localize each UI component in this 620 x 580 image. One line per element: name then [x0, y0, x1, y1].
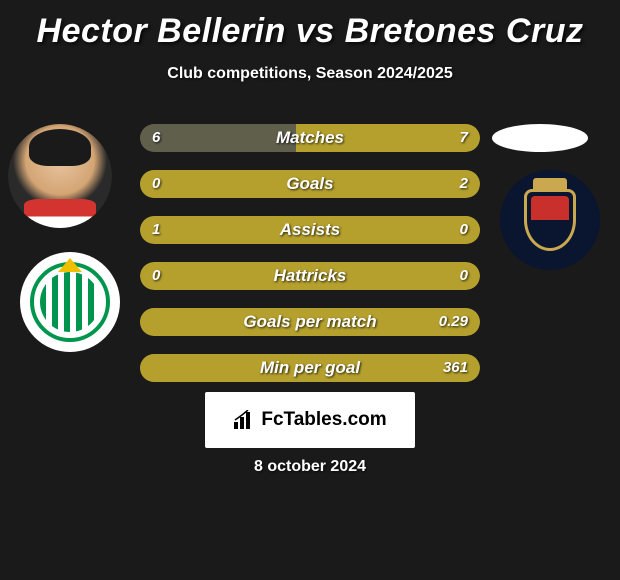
club-left-badge [20, 252, 120, 352]
stat-value-right: 361 [443, 354, 468, 382]
comparison-subtitle: Club competitions, Season 2024/2025 [0, 65, 620, 83]
stat-label: Goals [140, 170, 480, 198]
stat-value-right: 0 [460, 216, 468, 244]
snapshot-date: 8 october 2024 [0, 458, 620, 476]
comparison-title: Hector Bellerin vs Bretones Cruz [0, 0, 620, 51]
stat-value-right: 7 [460, 124, 468, 152]
stat-bar: 1Assists0 [140, 216, 480, 244]
stat-bar: 0Goals2 [140, 170, 480, 198]
player-right-avatar [492, 124, 588, 152]
site-name: FcTables.com [261, 409, 386, 431]
stat-value-right: 0 [460, 262, 468, 290]
stat-bar: Min per goal361 [140, 354, 480, 382]
stat-label: Assists [140, 216, 480, 244]
stat-label: Min per goal [140, 354, 480, 382]
club-right-badge [500, 170, 600, 270]
stat-bar: Goals per match0.29 [140, 308, 480, 336]
stat-value-right: 0.29 [439, 308, 468, 336]
chart-icon [233, 410, 255, 430]
stat-label: Hattricks [140, 262, 480, 290]
site-attribution: FcTables.com [205, 392, 415, 448]
stat-label: Goals per match [140, 308, 480, 336]
stat-bar: 6Matches7 [140, 124, 480, 152]
stat-label: Matches [140, 124, 480, 152]
player-left-avatar [8, 124, 112, 228]
stat-bar: 0Hattricks0 [140, 262, 480, 290]
stat-value-right: 2 [460, 170, 468, 198]
stats-bars: 6Matches70Goals21Assists00Hattricks0Goal… [140, 124, 480, 400]
